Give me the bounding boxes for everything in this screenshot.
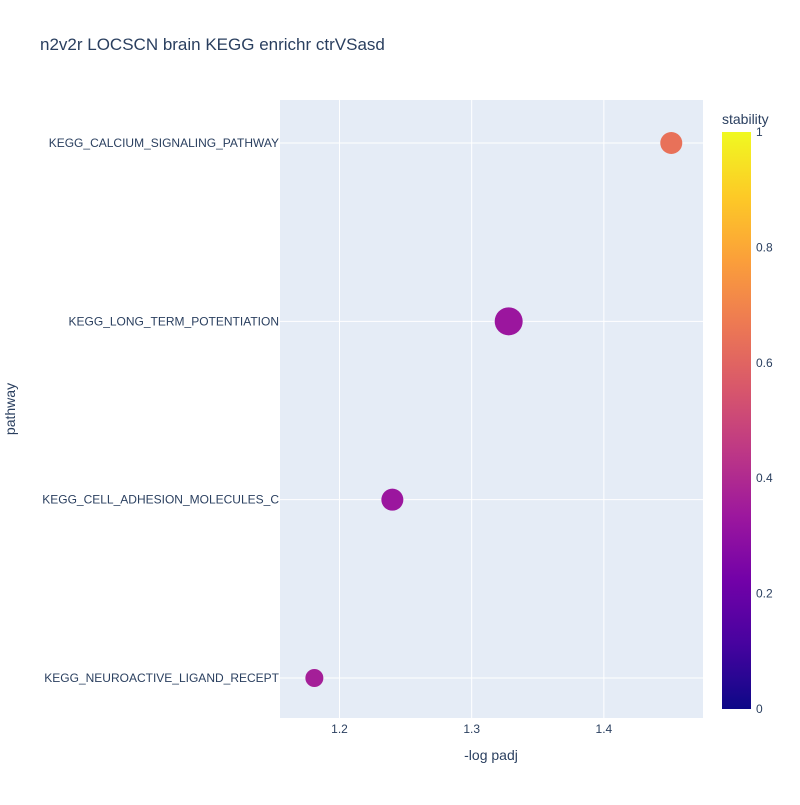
y-tick-label: KEGG_NEUROACTIVE_LIGAND_RECEPT: [44, 671, 279, 685]
plot-area: [280, 100, 703, 718]
x-tick-label: 1.3: [463, 722, 480, 736]
y-tick-label: KEGG_CALCIUM_SIGNALING_PATHWAY: [49, 136, 279, 150]
colorbar-tick-label: 0.6: [756, 356, 773, 370]
colorbar-title: stability: [722, 111, 769, 127]
data-points: [305, 132, 683, 687]
colorbar-tick-label: 0.8: [756, 240, 773, 254]
data-point: [381, 488, 404, 511]
x-tick-label: 1.2: [331, 722, 348, 736]
colorbar-tick-label: 0.4: [756, 471, 773, 485]
y-tick-labels: KEGG_NEUROACTIVE_LIGAND_RECEPT KEGG_CELL_…: [42, 136, 279, 685]
y-tick-label: KEGG_LONG_TERM_POTENTIATION: [69, 314, 279, 328]
colorbar-tick-label: 0: [756, 702, 763, 716]
grid-lines: [280, 100, 703, 718]
x-tick-labels: 1.2 1.3 1.4: [331, 722, 612, 736]
y-tick-label: KEGG_CELL_ADHESION_MOLECULES_C: [42, 493, 279, 507]
x-tick-label: 1.4: [596, 722, 613, 736]
colorbar-tick-label: 1: [756, 125, 763, 139]
colorbar-tick-labels: 0 0.2 0.4 0.6 0.8 1: [756, 125, 773, 716]
data-point: [494, 307, 523, 336]
data-point: [660, 132, 683, 154]
colorbar-tick-label: 0.2: [756, 587, 773, 601]
x-axis-title: -log padj: [464, 747, 518, 763]
y-axis-title: pathway: [2, 383, 18, 435]
data-point: [305, 669, 324, 687]
colorbar: [722, 132, 751, 709]
chart-title: n2v2r LOCSCN brain KEGG enrichr ctrVSasd: [40, 35, 385, 54]
